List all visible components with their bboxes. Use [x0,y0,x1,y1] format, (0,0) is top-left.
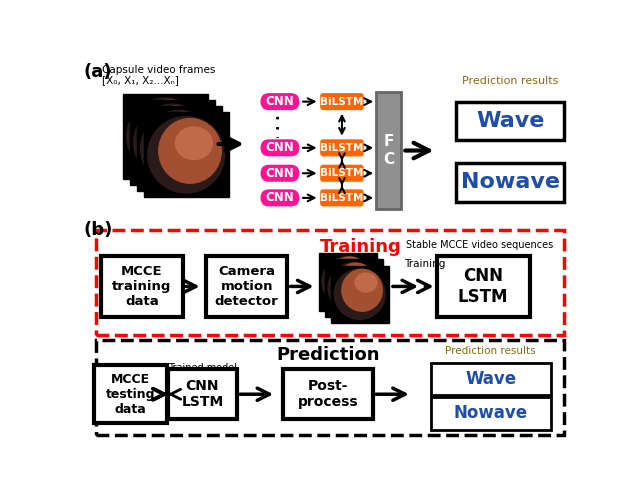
Ellipse shape [335,262,377,306]
Bar [456,163,564,202]
Bar [456,102,564,140]
Ellipse shape [161,114,199,148]
Ellipse shape [333,268,386,320]
Bar [376,91,401,209]
Text: CNN: CNN [266,141,294,154]
FancyBboxPatch shape [260,139,300,157]
Text: Capsule video frames: Capsule video frames [102,65,215,76]
Text: Camera
motion
detector: Camera motion detector [215,265,278,308]
Text: Nowave: Nowave [454,405,528,422]
Bar [331,266,389,324]
Text: CNN: CNN [266,191,294,205]
Bar [101,255,182,317]
Text: F
C: F C [383,134,394,167]
Bar [431,363,551,395]
Ellipse shape [133,103,211,181]
Text: (a): (a) [84,63,113,81]
Ellipse shape [151,112,215,178]
Bar [206,255,287,317]
Bar [123,94,208,179]
FancyBboxPatch shape [260,164,300,182]
Bar [95,230,564,335]
Ellipse shape [175,126,213,160]
FancyBboxPatch shape [260,189,300,207]
Ellipse shape [144,106,208,171]
Text: CNN
LSTM: CNN LSTM [181,379,223,410]
Ellipse shape [355,273,378,292]
Bar [129,100,215,185]
FancyBboxPatch shape [319,92,364,111]
FancyBboxPatch shape [319,189,364,207]
Text: CNN: CNN [266,95,294,108]
Text: Training: Training [404,259,445,270]
Bar [436,255,529,317]
FancyBboxPatch shape [319,139,364,157]
FancyBboxPatch shape [319,164,364,182]
Bar [95,340,564,435]
Ellipse shape [341,269,383,312]
Text: Stable MCCE video sequences: Stable MCCE video sequences [406,240,553,250]
Bar [93,366,167,423]
Text: Post-
process: Post- process [298,379,358,410]
Bar [284,369,372,419]
Bar [136,106,222,191]
Text: BiLSTM: BiLSTM [320,143,364,153]
Text: CNN
LSTM: CNN LSTM [458,267,508,306]
Ellipse shape [321,256,374,308]
Ellipse shape [147,116,225,194]
Bar [143,113,229,197]
Ellipse shape [126,97,204,175]
Text: (b): (b) [84,221,113,239]
Text: Wave: Wave [476,111,544,131]
Bar [325,259,383,317]
Text: [X₀, X₁, X₂...Xₙ]: [X₀, X₁, X₂...Xₙ] [102,75,179,84]
Text: Prediction results: Prediction results [445,346,536,357]
Bar [319,253,377,311]
Bar [431,397,551,430]
FancyBboxPatch shape [260,92,300,111]
Text: Prediction results: Prediction results [462,76,558,86]
Ellipse shape [168,120,206,154]
Ellipse shape [154,108,192,142]
Text: · · ·: · · · [273,114,287,140]
Text: Nowave: Nowave [461,172,559,193]
Ellipse shape [329,256,371,300]
Ellipse shape [328,262,380,314]
Text: Training: Training [320,238,402,256]
Text: BiLSTM: BiLSTM [320,168,364,178]
Ellipse shape [137,99,201,165]
Text: MCCE
testing
data: MCCE testing data [106,373,155,416]
Text: CNN: CNN [266,167,294,180]
Text: Wave: Wave [465,370,516,388]
Ellipse shape [158,118,222,184]
Text: BiLSTM: BiLSTM [320,193,364,203]
Bar [168,369,237,419]
Text: Prediction: Prediction [276,346,380,365]
Text: MCCE
training
data: MCCE training data [112,265,172,308]
Text: Trained model: Trained model [168,364,237,373]
Ellipse shape [140,110,218,188]
Text: BiLSTM: BiLSTM [320,97,364,107]
